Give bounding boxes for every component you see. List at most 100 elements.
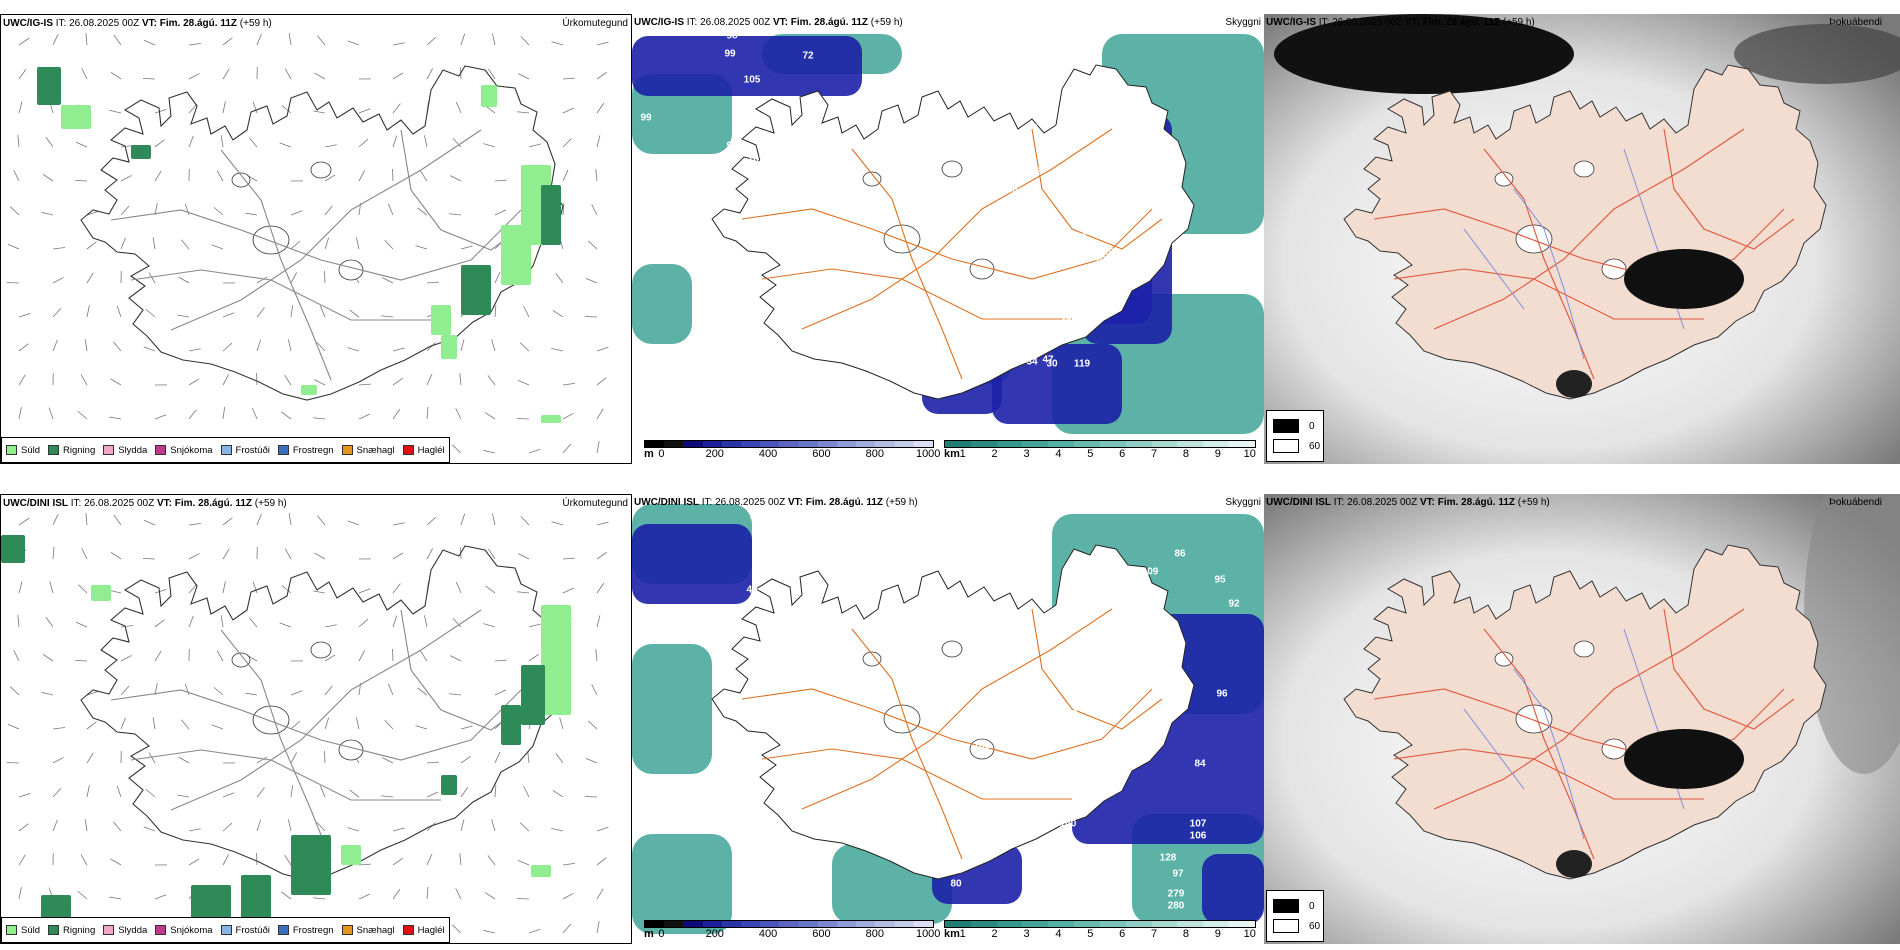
wind-barb xyxy=(460,245,473,250)
wind-barb xyxy=(596,102,605,114)
wind-barb xyxy=(181,239,190,250)
wind-barb xyxy=(110,858,122,866)
wind-barb xyxy=(211,244,224,250)
wind-barb xyxy=(319,305,326,318)
visibility-value: 140 xyxy=(1059,818,1077,830)
visibility-value: 95 xyxy=(1094,92,1106,104)
road-line xyxy=(851,628,963,860)
colorbar-segment xyxy=(875,441,895,447)
wind-barb xyxy=(222,581,226,594)
wind-barb xyxy=(319,785,326,798)
road-line xyxy=(1663,128,1795,250)
visibility-value: 84 xyxy=(1194,758,1206,770)
road-line xyxy=(220,629,332,861)
wind-barb xyxy=(381,795,394,798)
wind-barb xyxy=(109,109,122,114)
colorbar-tick: 6 xyxy=(1119,448,1126,460)
wind-barb xyxy=(86,305,90,318)
wind-barb xyxy=(188,348,201,352)
wind-barb xyxy=(460,819,465,832)
legend-label: Súld xyxy=(21,444,41,456)
wind-barb xyxy=(358,170,366,182)
wind-barb xyxy=(460,786,469,798)
visibility-colorbar: km 1 2 3 4 5 6 7 8 9 10 xyxy=(944,920,1256,940)
wind-barb xyxy=(78,584,88,594)
wind-barb xyxy=(245,212,258,216)
wind-barb xyxy=(42,654,54,662)
visibility-value: 76 xyxy=(1098,764,1110,776)
wind-barb xyxy=(188,378,200,386)
wind-barb xyxy=(392,408,401,420)
wind-barb xyxy=(256,756,268,764)
wind-barb xyxy=(18,517,30,526)
wind-barb xyxy=(551,521,564,526)
colorbar-tick: 200 xyxy=(705,448,724,460)
wind-barb xyxy=(120,175,132,182)
wind-barb xyxy=(222,854,230,866)
visibility-value: 91 xyxy=(996,140,1008,152)
wind-barb xyxy=(52,277,64,284)
wind-barb xyxy=(249,137,258,148)
wind-barb xyxy=(7,243,20,250)
colorbar-tick: 10 xyxy=(1243,928,1256,940)
wind-barb xyxy=(426,342,436,352)
visibility-value: 30 xyxy=(1082,226,1094,238)
wind-barb xyxy=(188,828,201,832)
wind-barb xyxy=(460,339,465,352)
wind-barb xyxy=(52,513,59,526)
colorbar-segment xyxy=(664,921,684,927)
colorbar-segment xyxy=(779,441,799,447)
visibility-value: 128 xyxy=(1159,852,1177,864)
colorbar-segment xyxy=(1022,441,1049,447)
wind-barb xyxy=(45,617,54,628)
wind-barb xyxy=(491,339,496,352)
glacier-outline xyxy=(941,640,963,658)
wind-barb xyxy=(75,621,88,628)
panel-title: Þokuábendi xyxy=(1829,17,1882,28)
colorbar-segment xyxy=(913,441,934,447)
visibility-value: 279 xyxy=(1167,888,1185,900)
wind-barb xyxy=(485,105,496,114)
wind-barb xyxy=(417,687,428,696)
header-row2-precip: UWC/DINI ISL IT: 26.08.2025 00Z VT: Fim.… xyxy=(3,498,287,509)
wind-barb xyxy=(426,407,429,420)
wind-barb xyxy=(120,685,130,696)
wind-barb xyxy=(113,35,122,46)
visibility-value: 68 xyxy=(1018,78,1030,90)
wind-barb xyxy=(488,548,496,560)
wind-barb xyxy=(120,717,126,730)
wind-barb xyxy=(222,822,233,832)
wind-barb xyxy=(143,519,156,526)
legend-swatch xyxy=(6,445,17,455)
precip-area xyxy=(291,835,331,895)
wind-barb xyxy=(220,135,224,148)
wind-barb xyxy=(392,377,404,386)
wind-barb xyxy=(52,339,58,352)
legend-item: Snjókoma xyxy=(155,445,213,456)
wind-barb xyxy=(49,581,54,594)
colorbar-tick: 5 xyxy=(1087,928,1094,940)
wind-barb xyxy=(415,725,428,730)
colorbar-tick: 3 xyxy=(1023,928,1030,940)
wind-barb xyxy=(358,383,371,386)
precip-area xyxy=(91,585,111,601)
wind-barb xyxy=(551,827,564,832)
wind-barb xyxy=(491,819,496,832)
wind-barb xyxy=(148,272,156,284)
wind-barb xyxy=(222,101,226,114)
wind-barb xyxy=(256,372,258,386)
wind-barb xyxy=(347,520,360,526)
visibility-value: 50 xyxy=(1062,124,1074,136)
wind-barb xyxy=(596,441,600,454)
colorbar-segment xyxy=(1074,441,1100,447)
colorbar-tick: 3 xyxy=(1023,448,1030,460)
wind-barb xyxy=(314,552,326,560)
wind-barb xyxy=(18,887,22,900)
colorbar-segment xyxy=(645,921,665,927)
wind-barb xyxy=(562,203,565,216)
colorbar-segment xyxy=(913,921,934,927)
glacier-outline xyxy=(310,161,332,179)
wind-barb xyxy=(17,135,20,148)
wind-barb xyxy=(256,276,268,284)
wind-barb xyxy=(7,723,20,730)
